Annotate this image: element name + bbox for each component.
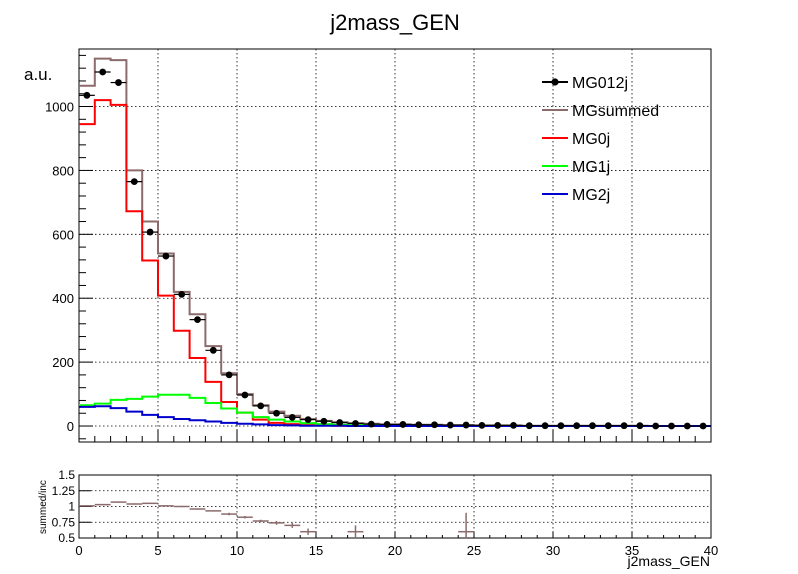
x-axis-label: j2mass_GEN xyxy=(627,553,710,569)
series-MG012j-point xyxy=(557,422,565,430)
series-MG012j-point xyxy=(589,422,596,430)
series-MG012j-point xyxy=(178,290,186,298)
x-tick-label: 40 xyxy=(704,543,718,558)
series-MG012j-point xyxy=(146,228,154,236)
x-tick-label: 10 xyxy=(230,543,244,558)
x-tick-label: 30 xyxy=(546,543,560,558)
y-tick-label: 400 xyxy=(52,291,74,306)
series-MG012j-point xyxy=(668,422,675,430)
series-MG012j-point xyxy=(462,421,470,429)
main-grid xyxy=(79,49,711,442)
y-tick-label: 800 xyxy=(52,163,74,178)
series-MG012j-point xyxy=(573,422,581,430)
series-MG012j-point xyxy=(383,421,391,428)
series-MG012j-point xyxy=(162,252,170,260)
ratio-y-tick-label: 1.5 xyxy=(58,468,75,482)
series-MG012j-point xyxy=(194,316,201,324)
y-tick-label: 1000 xyxy=(45,100,74,115)
legend-label-MGsummed: MGsummed xyxy=(572,103,659,120)
ratio-y-tick-label: 0.5 xyxy=(58,531,75,545)
series-MG012j-point xyxy=(604,422,612,430)
series-MG012j-point xyxy=(336,419,344,426)
tick-labels: 0 5 10 15 20 25 30 35 40020040060080010000.50.75… xyxy=(45,100,718,558)
legend-label-MG1j: MG1j xyxy=(572,159,610,176)
series-layer xyxy=(79,57,711,430)
ratio-y-tick-label: 1.25 xyxy=(52,484,76,498)
series-MG012j-point xyxy=(99,68,107,76)
series-MG012j-point xyxy=(130,178,138,185)
series-MG012j-point xyxy=(257,402,265,410)
ratio-y-tick-label: 1 xyxy=(68,500,75,514)
series-MG012j-point xyxy=(510,421,517,429)
series-MG012j-point xyxy=(699,422,707,430)
ratio-y-tick-label: 0.75 xyxy=(52,515,76,529)
series-MG012j-point xyxy=(652,422,660,430)
series-MG012j-point xyxy=(225,371,233,379)
series-MG012j-point xyxy=(415,421,423,429)
series-MG012j-point xyxy=(320,417,328,425)
series-MG012j-point xyxy=(367,420,375,428)
series-MG012j-point xyxy=(241,391,249,399)
series-MG012j-point xyxy=(636,422,644,430)
x-tick-label: 25 xyxy=(467,543,481,558)
y-axis-label: a.u. xyxy=(24,65,52,84)
series-MG012j-point xyxy=(352,420,359,427)
series-MG012j-point xyxy=(525,422,533,430)
ratio-layer xyxy=(79,501,474,538)
series-MG012j-point xyxy=(304,416,312,424)
legend-label-MG2j: MG2j xyxy=(572,187,610,204)
x-tick-label: 5 xyxy=(154,543,161,558)
x-tick-label: 15 xyxy=(309,543,323,558)
y-tick-label: 200 xyxy=(52,355,74,370)
legend-marker-MG012j xyxy=(551,78,559,86)
y-tick-label: 600 xyxy=(52,227,74,242)
x-tick-label: 20 xyxy=(388,543,402,558)
x-tick-label: 35 xyxy=(625,543,639,558)
y-tick-label: 0 xyxy=(67,419,74,434)
series-MG012j-point xyxy=(683,422,691,430)
series-MG012j-point xyxy=(446,421,454,429)
x-tick-label: 0 xyxy=(75,543,82,558)
series-MG012j-point xyxy=(494,421,502,429)
chart-title: j2mass_GEN xyxy=(329,10,460,35)
legend-label-MG012j: MG012j xyxy=(572,75,628,92)
series-MG012j-point xyxy=(209,346,217,354)
ratio-y-axis-label: summed/inc xyxy=(38,480,49,534)
legend-label-MG0j: MG0j xyxy=(572,131,610,148)
series-MG012j-point xyxy=(541,422,549,430)
series-MG012j-point xyxy=(478,421,486,429)
series-MG012j-point xyxy=(83,91,91,99)
series-MG012j-point xyxy=(273,409,280,417)
series-MG012j-point xyxy=(431,421,438,429)
axis-ticks xyxy=(78,54,712,539)
series-MG012j-point xyxy=(288,413,296,421)
legend: MG012j MGsummed MG0j MG1j MG2j xyxy=(542,75,659,204)
series-MG012j-point xyxy=(399,421,407,428)
series-MG012j-point xyxy=(620,422,628,430)
series-MG012j-point xyxy=(115,79,122,86)
